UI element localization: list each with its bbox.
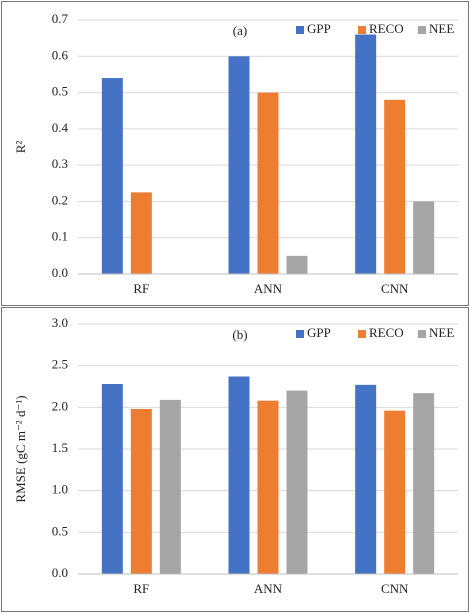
- bar: [355, 34, 377, 275]
- legend-swatch: [296, 330, 304, 338]
- y-tick-label: 0.3: [52, 156, 68, 171]
- y-tick-label: 0.1: [52, 229, 68, 244]
- y-tick-label: 1.0: [52, 482, 68, 497]
- y-tick-label: 0.5: [52, 84, 68, 99]
- panel-label: (a): [233, 23, 247, 38]
- bar: [286, 390, 308, 574]
- bar: [130, 192, 152, 274]
- y-tick-label: 2.5: [52, 357, 68, 372]
- y-tick-label: 0.6: [52, 47, 69, 62]
- legend-label: NEE: [429, 21, 454, 36]
- legend-label: NEE: [429, 325, 454, 340]
- legend-swatch: [418, 26, 426, 34]
- x-tick-label: ANN: [254, 281, 283, 296]
- bar: [228, 376, 250, 574]
- y-tick-label: 0.0: [52, 265, 68, 280]
- y-tick-label: 0.7: [52, 11, 69, 26]
- bar: [130, 409, 152, 574]
- bar: [159, 399, 181, 574]
- bar: [101, 384, 123, 574]
- y-tick-label: 0.2: [52, 192, 68, 207]
- y-tick-label: 0.5: [52, 523, 68, 538]
- legend-label: GPP: [307, 325, 331, 340]
- x-tick-label: CNN: [381, 581, 409, 596]
- legend-swatch: [418, 330, 426, 338]
- y-axis-label: R²: [13, 141, 28, 154]
- panel-border: [1, 1, 469, 306]
- bar: [413, 201, 435, 274]
- x-tick-label: CNN: [381, 281, 409, 296]
- panel-label: (b): [232, 327, 247, 342]
- y-tick-label: 0.0: [52, 565, 68, 580]
- y-tick-label: 0.4: [52, 120, 69, 135]
- bar: [355, 384, 377, 574]
- legend-label: RECO: [369, 325, 404, 340]
- x-tick-label: RF: [133, 581, 149, 596]
- bar: [101, 78, 123, 274]
- bar: [413, 393, 435, 574]
- legend-swatch: [358, 330, 366, 338]
- legend-label: GPP: [307, 21, 331, 36]
- bar: [384, 99, 406, 274]
- y-tick-label: 2.0: [52, 398, 68, 413]
- panel-border: [1, 307, 469, 612]
- y-tick-label: 1.5: [52, 440, 68, 455]
- bar: [257, 92, 279, 274]
- x-tick-label: RF: [133, 281, 149, 296]
- bar: [228, 56, 250, 275]
- bar: [257, 400, 279, 574]
- legend-swatch: [358, 26, 366, 34]
- bar: [286, 255, 308, 274]
- legend-label: RECO: [369, 21, 404, 36]
- x-tick-label: ANN: [254, 581, 283, 596]
- y-axis-label: RMSE (gC m⁻² d⁻¹): [13, 395, 28, 502]
- bar: [384, 410, 406, 574]
- legend-swatch: [296, 26, 304, 34]
- y-tick-label: 3.0: [52, 315, 68, 330]
